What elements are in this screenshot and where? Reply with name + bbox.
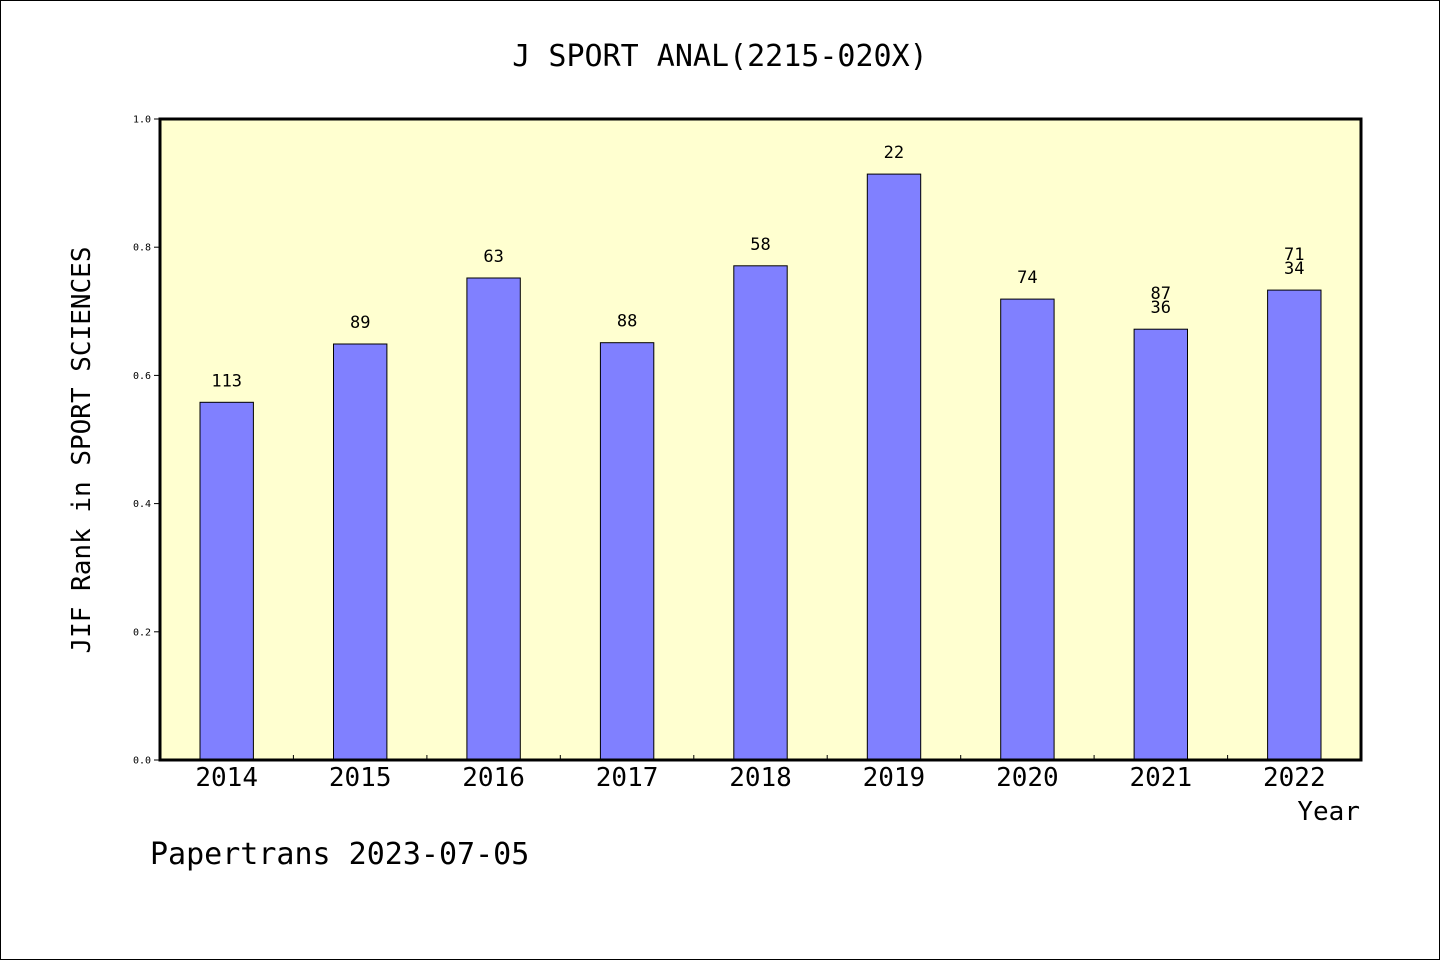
- y-tick-label: 0.2: [133, 627, 151, 638]
- bars-group: [199, 173, 1322, 761]
- bar-2021: [1133, 328, 1188, 761]
- x-tick-label: 2018: [729, 763, 792, 793]
- y-tick-label: 0.4: [133, 499, 151, 510]
- bar-value-label: 34: [1284, 259, 1304, 279]
- x-tick-label: 2020: [996, 763, 1059, 793]
- plot-frame: [158, 117, 1363, 762]
- bar-value-label: 58: [750, 235, 770, 255]
- bar-value-label: 89: [350, 313, 370, 333]
- bar-value-label: 74: [1017, 268, 1037, 288]
- x-axis: 2014 2015 2016 2017 2018 2019 2020 2021 2022: [195, 755, 1326, 793]
- x-tick-label: 2022: [1263, 763, 1326, 793]
- bar-2015: [333, 343, 388, 761]
- y-tick-label: 0.8: [133, 243, 151, 254]
- bar-value-label: 71: [1284, 245, 1304, 265]
- bar-2014: [199, 401, 254, 761]
- y-tick-label: 0.0: [133, 756, 151, 767]
- x-tick-label: 2021: [1129, 763, 1192, 793]
- x-axis-label: Year: [1297, 797, 1360, 827]
- bar-2019: [866, 173, 922, 761]
- bar-value-label: 87: [1151, 284, 1171, 304]
- x-tick-label: 2017: [596, 763, 659, 793]
- footer-credit: Papertrans 2023-07-05: [150, 837, 529, 872]
- x-tick-label: 2014: [195, 763, 258, 793]
- bar-2020: [1000, 298, 1055, 761]
- bar-2017: [599, 342, 655, 761]
- y-tick-label: 1.0: [133, 115, 151, 126]
- bar-value-label: 36: [1151, 298, 1171, 318]
- bar-value-label: 63: [483, 247, 503, 267]
- x-tick-label: 2019: [863, 763, 926, 793]
- bar-2022: [1267, 289, 1322, 761]
- bar-value-label: 22: [884, 143, 904, 163]
- bar-2016: [466, 277, 521, 761]
- chart-title: J SPORT ANAL(2215-020X): [512, 39, 927, 74]
- y-axis-label: JIF Rank in SPORT SCIENCES: [67, 247, 97, 654]
- bar-value-label: 88: [617, 312, 637, 332]
- bar-value-label: 113: [211, 371, 242, 391]
- y-tick-label: 0.6: [133, 371, 151, 382]
- x-tick-label: 2015: [329, 763, 392, 793]
- x-tick-label: 2016: [462, 763, 525, 793]
- bar-2018: [733, 265, 788, 761]
